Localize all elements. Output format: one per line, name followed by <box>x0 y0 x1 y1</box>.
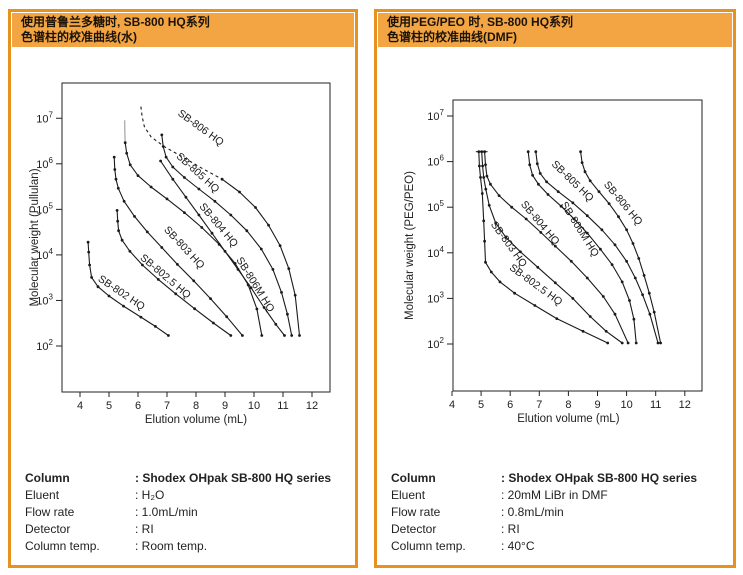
row-value: : Shodex OHpak SB-800 HQ series <box>135 471 332 485</box>
svg-text:4: 4 <box>77 400 83 412</box>
table-row: Column : Shodex OHpak SB-800 HQ series <box>391 470 733 487</box>
panel-header-dmf: 使用PEG/PEO 时, SB-800 HQ系列 色谱柱的校准曲线(DMF) <box>378 13 732 47</box>
svg-text:11: 11 <box>277 400 288 412</box>
row-value: : 20mM LiBr in DMF <box>501 488 608 502</box>
svg-text:Molecular weight (PEG/PEO): Molecular weight (PEG/PEO) <box>404 171 416 320</box>
table-row: Detector : RI <box>391 521 733 538</box>
svg-text:102: 102 <box>427 336 444 351</box>
row-label: Eluent <box>391 488 426 502</box>
svg-text:4: 4 <box>449 399 455 411</box>
svg-text:SB-804 HQ: SB-804 HQ <box>518 199 562 248</box>
svg-text:107: 107 <box>36 110 53 125</box>
svg-text:102: 102 <box>36 338 53 353</box>
svg-text:9: 9 <box>222 400 228 412</box>
svg-text:7: 7 <box>536 399 542 411</box>
table-row: Flow rate : 1.0mL/min <box>25 504 355 521</box>
panel-dmf-calibration: 使用PEG/PEO 时, SB-800 HQ系列 色谱柱的校准曲线(DMF) 4… <box>374 9 736 568</box>
svg-text:105: 105 <box>427 199 444 214</box>
svg-text:9: 9 <box>594 399 600 411</box>
svg-text:SB-802 HQ: SB-802 HQ <box>96 273 147 313</box>
row-value: : RI <box>501 522 520 536</box>
header-line-1: 使用PEG/PEO 时, SB-800 HQ系列 <box>387 15 574 29</box>
table-row: Flow rate : 0.8mL/min <box>391 504 733 521</box>
row-label: Flow rate <box>391 505 441 519</box>
svg-text:6: 6 <box>135 400 141 412</box>
svg-text:SB-802.5 HQ: SB-802.5 HQ <box>507 262 565 308</box>
svg-text:11: 11 <box>650 399 661 411</box>
table-row: Detector : RI <box>25 521 355 538</box>
conditions-table-dmf: Column : Shodex OHpak SB-800 HQ series El… <box>377 462 733 555</box>
table-row: Column : Shodex OHpak SB-800 HQ series <box>25 470 355 487</box>
svg-text:SB-806 HQ: SB-806 HQ <box>175 107 226 148</box>
svg-text:107: 107 <box>427 108 444 123</box>
row-label: Detector <box>25 522 71 536</box>
svg-text:12: 12 <box>679 399 691 411</box>
row-label: Detector <box>391 522 437 536</box>
row-value: : 40°C <box>501 539 535 553</box>
svg-text:103: 103 <box>427 290 444 305</box>
row-label: Column temp. <box>391 539 466 553</box>
row-value: : Shodex OHpak SB-800 HQ series <box>501 471 698 485</box>
svg-text:7: 7 <box>164 400 170 412</box>
row-label: Flow rate <box>25 505 75 519</box>
svg-text:SB-805 HQ: SB-805 HQ <box>549 158 596 204</box>
header-line-2: 色谱柱的校准曲线(水) <box>21 29 137 44</box>
svg-text:6: 6 <box>507 399 513 411</box>
row-value: : H₂O <box>135 488 165 502</box>
svg-text:5: 5 <box>106 400 112 412</box>
svg-text:10: 10 <box>248 400 260 412</box>
svg-text:Molecular weight (Pullulan): Molecular weight (Pullulan) <box>29 168 41 306</box>
row-label: Eluent <box>25 488 60 502</box>
svg-text:5: 5 <box>478 399 484 411</box>
conditions-table-water: Column : Shodex OHpak SB-800 HQ series El… <box>11 462 355 555</box>
svg-text:Elution volume (mL): Elution volume (mL) <box>517 413 619 425</box>
svg-text:104: 104 <box>427 245 444 260</box>
row-value: : Room temp. <box>135 539 208 553</box>
panel-water-calibration: 使用普鲁兰多糖时, SB-800 HQ系列 色谱柱的校准曲线(水) 4 5 6 7 8 9… <box>8 9 358 568</box>
row-label: Column <box>25 471 70 485</box>
calibration-chart-dmf: 4 5 6 7 8 9 10 11 12 Elution volume (mL) 102 103 104… <box>404 99 703 425</box>
svg-text:12: 12 <box>306 400 318 412</box>
svg-text:10: 10 <box>620 399 632 411</box>
row-value: : 1.0mL/min <box>135 505 198 519</box>
svg-text:8: 8 <box>565 399 571 411</box>
svg-text:Elution volume (mL): Elution volume (mL) <box>145 414 247 426</box>
row-label: Column temp. <box>25 539 100 553</box>
row-label: Column <box>391 471 436 485</box>
header-line-2: 色谱柱的校准曲线(DMF) <box>387 29 517 44</box>
svg-text:SB-806 HQ: SB-806 HQ <box>601 179 645 228</box>
svg-text:106: 106 <box>427 154 444 169</box>
table-row: Column temp. : 40°C <box>391 538 733 555</box>
svg-text:SB-803 HQ: SB-803 HQ <box>161 224 206 271</box>
header-line-1: 使用普鲁兰多糖时, SB-800 HQ系列 <box>21 15 210 29</box>
table-row: Eluent : H₂O <box>25 487 355 504</box>
svg-text:SB-803 HQ: SB-803 HQ <box>488 219 529 270</box>
svg-text:SB-802.5 HQ: SB-802.5 HQ <box>138 252 194 301</box>
panel-header-water: 使用普鲁兰多糖时, SB-800 HQ系列 色谱柱的校准曲线(水) <box>12 13 354 47</box>
table-row: Eluent : 20mM LiBr in DMF <box>391 487 733 504</box>
table-row: Column temp. : Room temp. <box>25 538 355 555</box>
svg-text:8: 8 <box>193 400 199 412</box>
row-value: : RI <box>135 522 154 536</box>
row-value: : 0.8mL/min <box>501 505 564 519</box>
